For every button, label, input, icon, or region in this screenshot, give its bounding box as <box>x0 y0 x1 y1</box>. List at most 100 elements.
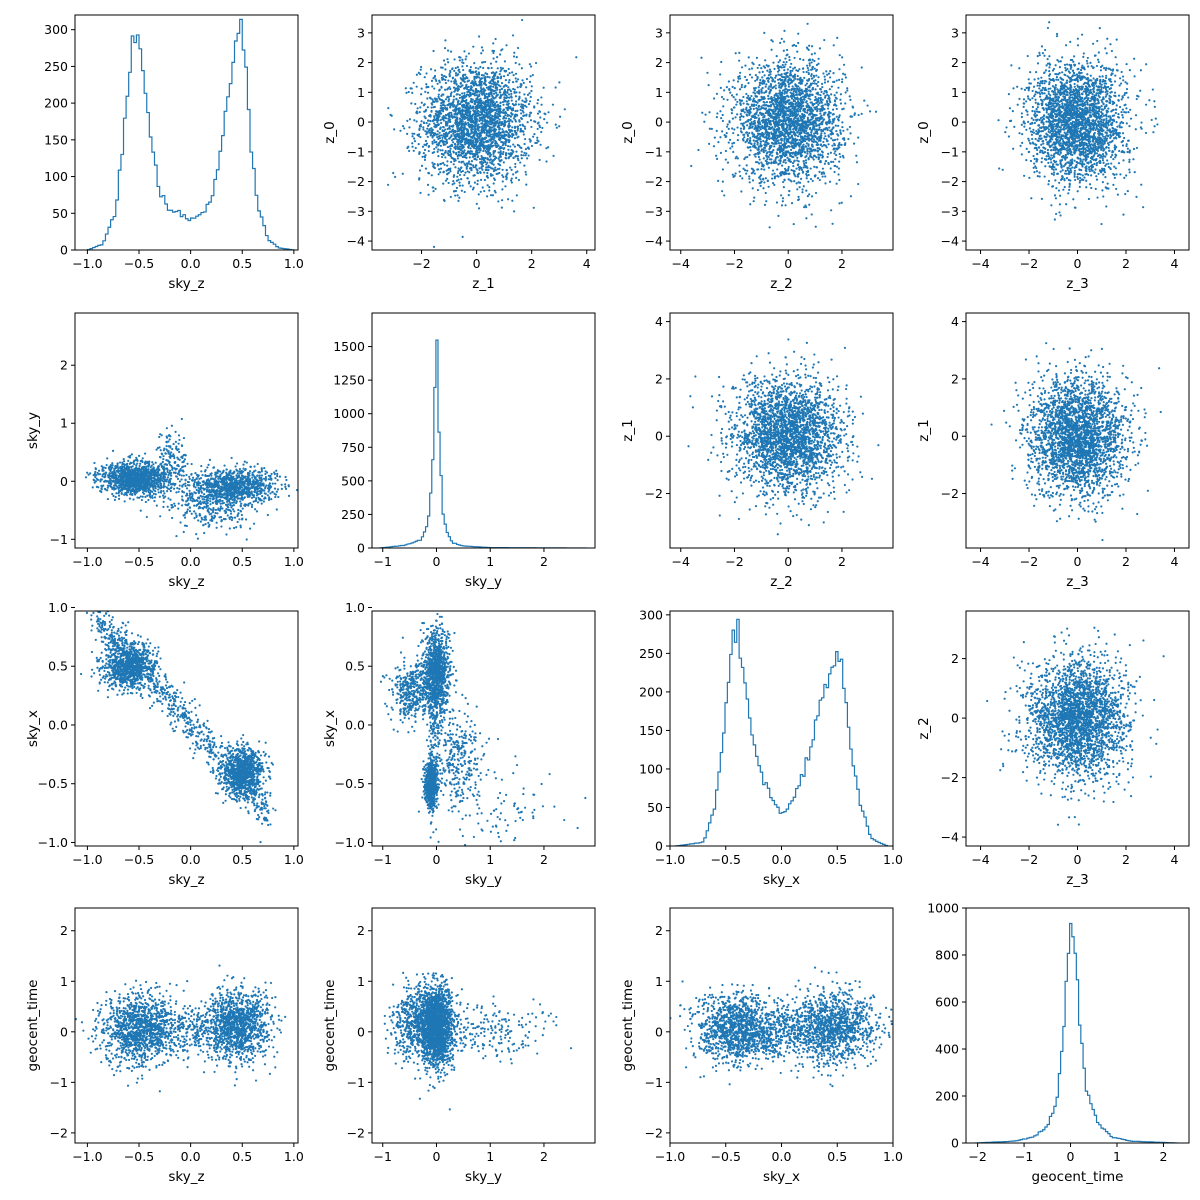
scatter-point <box>777 73 780 76</box>
scatter-point <box>427 149 430 153</box>
scatter-point <box>486 97 489 101</box>
scatter-point <box>776 101 780 104</box>
scatter-point <box>759 184 762 187</box>
scatter-point <box>474 87 477 91</box>
scatter-point <box>387 183 390 186</box>
scatter-point <box>502 115 505 118</box>
scatter-point <box>470 85 473 88</box>
scatter-point <box>461 150 464 153</box>
scatter-point <box>792 43 796 47</box>
scatter-point <box>810 195 814 198</box>
scatter-point <box>820 90 823 94</box>
scatter-point <box>449 94 452 98</box>
scatter-point <box>491 115 494 118</box>
scatter-point <box>453 82 456 85</box>
scatter-point <box>441 153 444 156</box>
scatter-point <box>758 91 761 94</box>
scatter-point <box>814 140 817 143</box>
scatter-point <box>413 119 416 122</box>
scatter-point <box>501 188 504 191</box>
scatter-point <box>430 102 433 105</box>
scatter-point <box>755 126 759 129</box>
scatter-point <box>410 102 413 105</box>
scatter-point <box>766 133 769 136</box>
scatter-point <box>483 81 486 84</box>
scatter-point <box>478 126 481 129</box>
scatter-point <box>493 130 496 133</box>
scatter-point <box>401 172 404 175</box>
scatter-point <box>475 150 478 153</box>
scatter-point <box>784 150 787 154</box>
scatter-point <box>472 109 475 112</box>
scatter-point <box>480 111 483 114</box>
scatter-point <box>452 180 455 183</box>
scatter-point <box>818 126 821 129</box>
scatter-point <box>818 124 821 127</box>
scatter-point <box>732 175 735 178</box>
scatter-point <box>802 170 805 173</box>
scatter-point <box>523 164 526 167</box>
scatter-point <box>420 87 423 90</box>
scatter-point <box>458 109 461 112</box>
scatter-point <box>782 160 785 164</box>
scatter-point <box>500 199 504 202</box>
scatter-point <box>487 153 490 156</box>
scatter-point <box>841 56 844 59</box>
scatter-point <box>796 173 799 176</box>
scatter-point <box>522 130 525 133</box>
scatter-point <box>453 146 457 149</box>
scatter-point <box>536 136 539 139</box>
scatter-point <box>498 128 501 131</box>
scatter-point <box>440 86 443 89</box>
scatter-point <box>490 145 493 148</box>
scatter-point <box>468 112 472 116</box>
scatter-point <box>784 170 787 174</box>
scatter-point <box>434 123 437 127</box>
scatter-point <box>708 111 711 114</box>
scatter-point <box>797 122 800 126</box>
scatter-point <box>779 65 782 68</box>
scatter-point <box>774 84 777 87</box>
scatter-points <box>690 22 878 229</box>
scatter-point <box>817 62 820 65</box>
scatter-point <box>837 147 840 150</box>
scatter-point <box>446 145 450 149</box>
scatter-point <box>795 167 798 170</box>
scatter-point <box>499 155 502 158</box>
scatter-point <box>421 155 424 158</box>
scatter-point <box>446 113 450 116</box>
scatter-point <box>461 108 464 111</box>
scatter-point <box>779 41 782 44</box>
scatter-point <box>540 130 543 134</box>
scatter-point <box>469 142 472 146</box>
scatter-point <box>364 107 366 109</box>
scatter-point <box>713 136 716 139</box>
scatter-point <box>729 147 732 150</box>
scatter-point <box>468 114 471 118</box>
scatter-point <box>767 94 770 98</box>
scatter-point <box>474 66 477 70</box>
scatter-point <box>485 175 488 178</box>
scatter-point <box>511 135 514 138</box>
scatter-point <box>821 155 825 158</box>
scatter-point <box>483 189 486 193</box>
scatter-point <box>807 59 811 62</box>
scatter-point <box>751 179 755 182</box>
scatter-point <box>811 86 814 90</box>
scatter-point <box>431 85 434 88</box>
scatter-point <box>800 126 803 129</box>
scatter-point <box>489 113 492 116</box>
scatter-point <box>492 57 495 60</box>
scatter-point <box>467 145 470 148</box>
scatter-point <box>458 138 461 141</box>
scatter-point <box>423 158 427 161</box>
scatter-point <box>488 76 491 79</box>
x-tick-label: 0.0 <box>181 256 201 271</box>
scatter-point <box>777 214 780 217</box>
scatter-point <box>748 141 751 144</box>
scatter-point <box>488 95 491 98</box>
scatter-point <box>829 101 832 104</box>
scatter-point <box>456 146 459 149</box>
scatter-point <box>787 110 791 113</box>
scatter-point <box>814 225 817 228</box>
